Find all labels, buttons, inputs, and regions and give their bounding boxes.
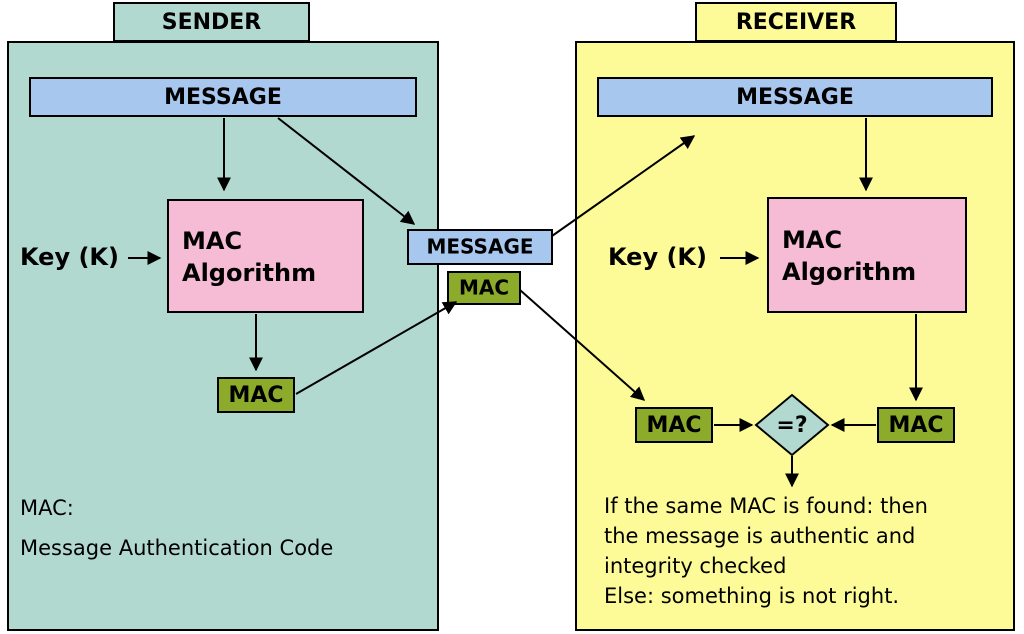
- receiver-key-label: Key (K): [608, 243, 707, 271]
- mac-diagram: SENDER RECEIVER MESSAGE Key (K) MAC Algorithm…: [0, 0, 1024, 634]
- sender-mac-label: MAC: [228, 383, 283, 408]
- sender-algo: [168, 200, 363, 312]
- sender-message-label: MESSAGE: [164, 85, 282, 110]
- receiver-mac-right-label: MAC: [888, 413, 943, 438]
- receiver-footer-1: If the same MAC is found: then: [604, 494, 928, 518]
- transit-message-label: MESSAGE: [426, 235, 533, 259]
- receiver-title-label: RECEIVER: [736, 10, 856, 35]
- receiver-footer-3: integrity checked: [604, 554, 786, 578]
- receiver-compare-diamond-label: =?: [776, 413, 807, 438]
- sender-footer-1: MAC:: [20, 496, 74, 520]
- receiver-message-label: MESSAGE: [736, 85, 854, 110]
- receiver-mac-left-label: MAC: [646, 413, 701, 438]
- sender-title-label: SENDER: [162, 10, 262, 35]
- transit-mac-label: MAC: [459, 276, 509, 300]
- receiver-footer-4: Else: something is not right.: [604, 584, 899, 608]
- sender-algo-label1: MAC: [182, 227, 242, 255]
- receiver-algo: [768, 198, 966, 312]
- receiver-algo-label1: MAC: [782, 226, 842, 254]
- sender-footer-2: Message Authentication Code: [20, 536, 333, 560]
- receiver-algo-label2: Algorithm: [782, 258, 916, 286]
- sender-algo-label2: Algorithm: [182, 259, 316, 287]
- sender-key-label: Key (K): [20, 243, 119, 271]
- receiver-footer-2: the message is authentic and: [604, 524, 915, 548]
